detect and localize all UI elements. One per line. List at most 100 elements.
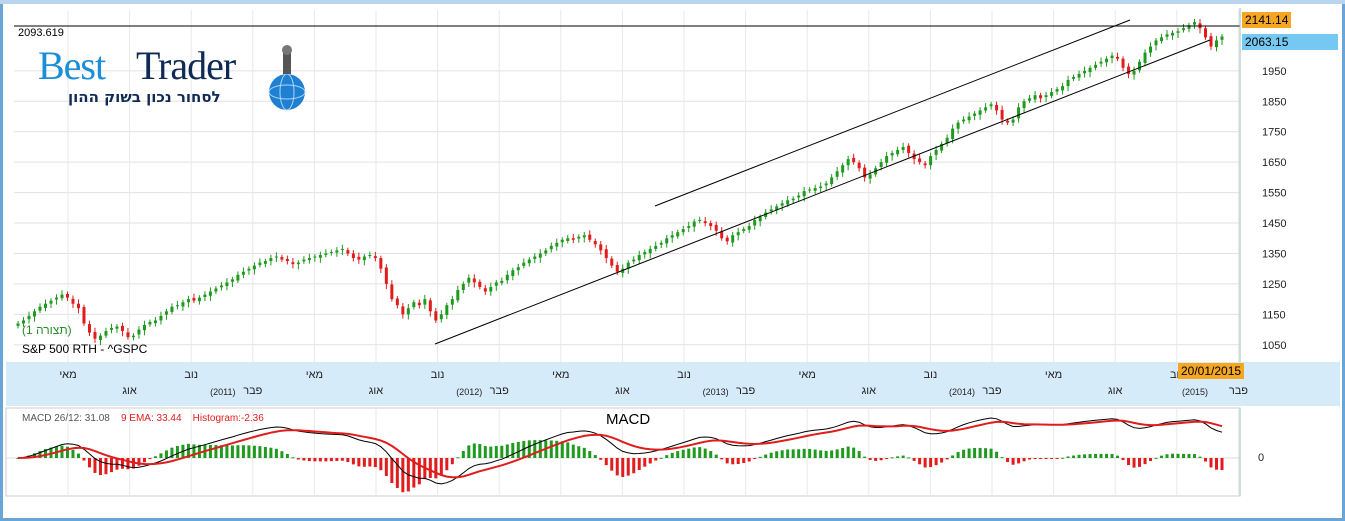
histogram-bar <box>296 458 300 460</box>
histogram-bar <box>252 445 256 458</box>
price-tick-label: 1250 <box>1262 279 1286 291</box>
histogram-bar <box>1044 458 1048 459</box>
histogram-bar <box>868 458 872 460</box>
macd-histogram <box>16 440 1224 493</box>
candle-body <box>148 321 152 325</box>
histogram-bar <box>417 458 421 485</box>
logo: Best Trader לסחור נכון בשוק ההון <box>38 42 318 118</box>
macd-legend-macd: MACD 26/12: 31.08 <box>22 413 110 424</box>
histogram-bar <box>104 458 108 475</box>
histogram-bar <box>1154 457 1158 459</box>
time-axis-ticks: מאי אוג נוב פבר מאי אוג נוב פבר מאי אוג נוב פבר מאי א… <box>59 369 1248 397</box>
candle-body <box>159 315 163 321</box>
candle-body <box>153 320 157 324</box>
histogram-bar <box>566 442 570 458</box>
candle-body <box>896 150 900 155</box>
candle-body <box>362 256 366 261</box>
histogram-bar <box>505 444 509 458</box>
candle-body <box>1105 58 1109 63</box>
candle-body <box>203 294 207 297</box>
candle-body <box>940 143 944 151</box>
candle-body <box>21 320 25 324</box>
candle-body <box>1132 70 1136 75</box>
month-tick-label: פבר <box>982 385 1001 397</box>
histogram-bar <box>362 458 366 467</box>
histogram-bar <box>1017 458 1021 464</box>
candle-body <box>929 156 933 166</box>
histogram-bar <box>940 458 944 463</box>
candle-body <box>445 305 449 315</box>
candle-body <box>1204 28 1208 38</box>
candle-body <box>945 137 949 144</box>
candle-body <box>434 311 438 321</box>
histogram-bar <box>527 440 531 458</box>
candle-body <box>599 244 603 251</box>
candle-body <box>109 328 113 330</box>
candle-body <box>989 104 993 107</box>
candle-body <box>1187 25 1191 29</box>
histogram-bar <box>670 452 674 458</box>
histogram-bar <box>560 441 564 458</box>
histogram-bar <box>593 455 597 458</box>
histogram-bar <box>978 447 982 458</box>
candle-body <box>571 238 575 240</box>
histogram-bar <box>340 458 344 461</box>
candle-body <box>395 298 399 306</box>
candle-body <box>527 259 531 264</box>
candle-body <box>1061 86 1065 91</box>
histogram-bar <box>984 448 988 458</box>
histogram-bar <box>692 447 696 458</box>
price-tick-label: 1150 <box>1262 309 1286 321</box>
histogram-bar <box>214 445 218 458</box>
month-tick-label: אוג <box>122 385 137 397</box>
histogram-bar <box>621 458 625 477</box>
histogram-bar <box>846 446 850 458</box>
histogram-bar <box>494 446 498 458</box>
macd-legend: MACD 26/12: 31.08 9 EMA: 33.44 Histogram… <box>22 413 264 424</box>
candle-body <box>560 239 564 243</box>
histogram-bar <box>71 449 75 458</box>
channel-upper-line <box>654 19 1131 207</box>
histogram-bar <box>1088 454 1092 458</box>
candle-body <box>406 308 410 315</box>
histogram-bar <box>786 449 790 458</box>
candle-body <box>1083 70 1087 74</box>
histogram-bar <box>714 454 718 458</box>
candle-body <box>1116 56 1120 59</box>
histogram-bar <box>197 444 201 458</box>
histogram-bar <box>120 458 124 469</box>
histogram-bar <box>285 454 289 458</box>
candle-body <box>758 216 762 222</box>
histogram-bar <box>263 446 267 458</box>
candle-body <box>274 256 278 258</box>
histogram-bar <box>60 445 64 458</box>
candle-body <box>951 128 955 140</box>
histogram-bar <box>890 457 894 459</box>
histogram-bar <box>368 458 372 467</box>
histogram-bar <box>1127 458 1131 466</box>
candle-body <box>1165 34 1169 37</box>
histogram-bar <box>1176 453 1180 458</box>
candle-body <box>577 236 581 239</box>
month-tick-label: פבר <box>490 385 509 397</box>
histogram-bar <box>538 440 542 458</box>
histogram-bar <box>1204 458 1208 462</box>
candle-body <box>505 274 509 281</box>
histogram-bar <box>791 449 795 458</box>
price-axis-band <box>1240 8 1340 363</box>
histogram-bar <box>76 453 80 458</box>
month-tick-label: פבר <box>1229 385 1248 397</box>
histogram-bar <box>1022 458 1026 462</box>
histogram-bar <box>450 458 454 465</box>
candle-body <box>1149 46 1153 53</box>
candle-body <box>511 270 515 276</box>
candle-body <box>863 167 867 178</box>
candle-body <box>1050 92 1054 96</box>
candle-body <box>1088 67 1092 73</box>
candle-body <box>775 206 779 210</box>
candle-body <box>170 306 174 312</box>
price-axis-ticks: 1950 1850 1750 1650 1550 1450 1350 1250 1150 1050 <box>1262 66 1286 352</box>
histogram-bar <box>758 456 762 458</box>
histogram-bar <box>632 458 636 474</box>
candle-body <box>71 298 75 304</box>
